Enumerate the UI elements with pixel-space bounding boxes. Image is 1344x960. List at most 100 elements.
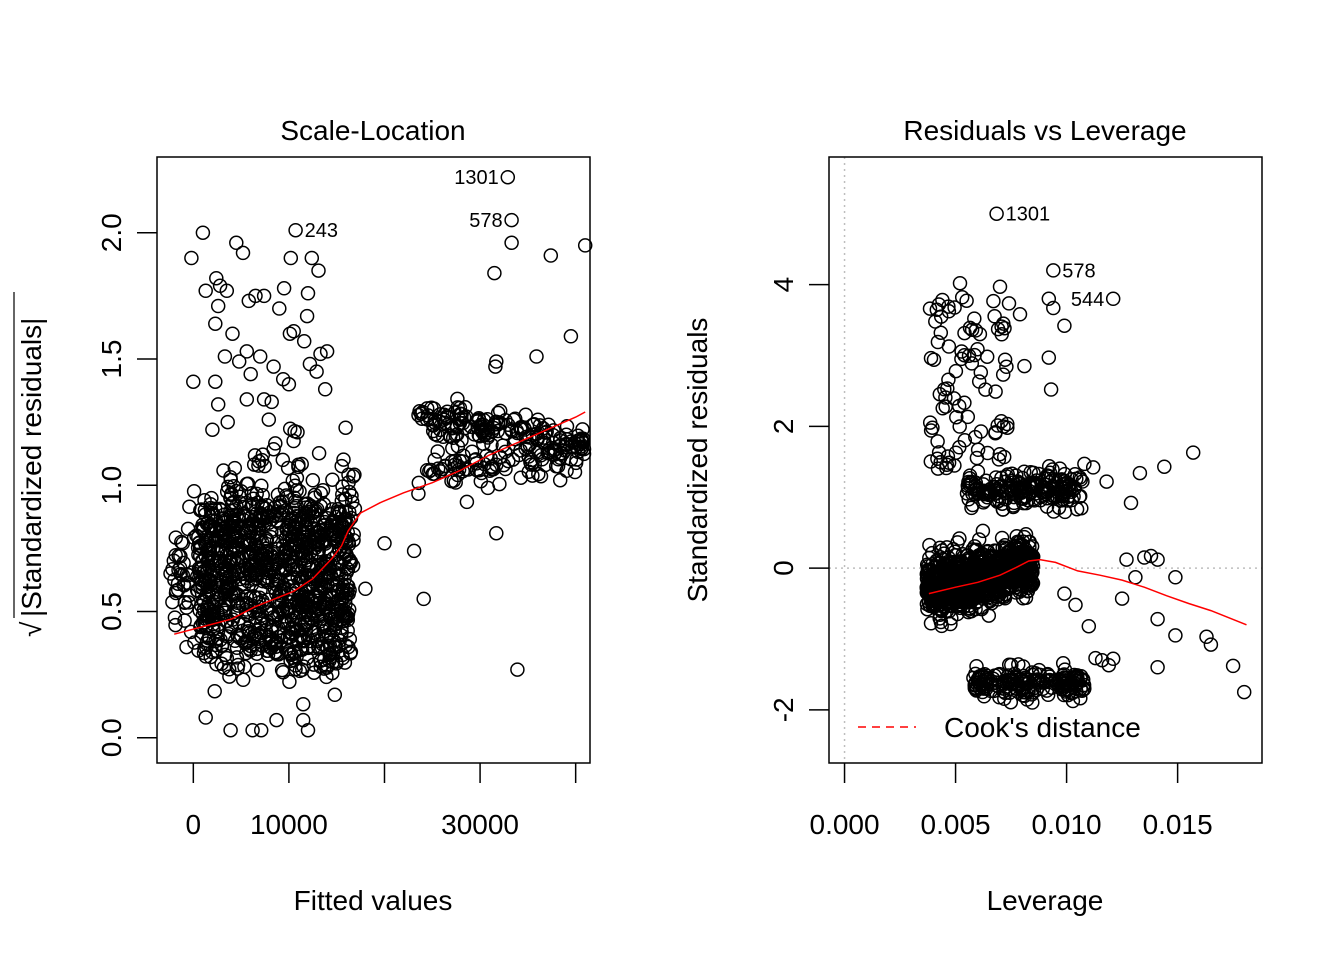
x-tick-label: 30000 xyxy=(441,809,519,840)
data-point xyxy=(317,592,332,608)
data-point xyxy=(1132,465,1148,481)
data-point xyxy=(282,674,297,689)
data-point xyxy=(299,604,314,620)
data-point xyxy=(198,507,213,522)
data-point xyxy=(484,461,499,477)
data-point xyxy=(954,290,970,305)
data-point xyxy=(1114,591,1130,606)
data-point xyxy=(988,384,1003,399)
data-point xyxy=(287,500,303,516)
data-point xyxy=(172,560,188,575)
data-point xyxy=(266,359,281,374)
data-point xyxy=(272,604,287,620)
residuals-vs-leverage-y-label: Standardized residuals xyxy=(682,318,713,603)
data-point xyxy=(1061,678,1077,693)
data-point xyxy=(304,527,319,543)
data-point xyxy=(303,498,319,514)
data-point xyxy=(341,475,356,490)
data-point xyxy=(559,463,574,479)
data-point xyxy=(1128,570,1143,585)
x-tick-label: 0.010 xyxy=(1032,809,1102,840)
data-point xyxy=(514,421,529,436)
data-point xyxy=(205,422,220,437)
data-point xyxy=(176,577,191,593)
data-point xyxy=(1088,650,1103,666)
data-point xyxy=(444,420,460,436)
data-point xyxy=(249,646,265,661)
data-point xyxy=(196,602,212,618)
data-point xyxy=(930,434,945,449)
data-point xyxy=(325,645,341,661)
data-point xyxy=(313,599,328,614)
data-point xyxy=(191,535,207,550)
data-point xyxy=(208,316,223,331)
data-point xyxy=(295,696,311,712)
data-point xyxy=(923,350,939,366)
data-point xyxy=(186,483,202,499)
data-point xyxy=(1055,656,1071,671)
scale-location-annotations: 1301 578 243 xyxy=(305,167,503,242)
residuals-vs-leverage-title: Residuals vs Leverage xyxy=(903,115,1186,146)
data-point xyxy=(979,349,995,364)
data-point xyxy=(487,265,502,281)
data-point xyxy=(264,394,279,410)
data-point xyxy=(928,314,943,329)
data-point xyxy=(1168,570,1183,585)
data-point xyxy=(922,301,938,316)
data-point xyxy=(1007,571,1023,587)
data-point xyxy=(1157,459,1172,474)
data-point xyxy=(255,508,270,524)
data-point xyxy=(923,616,939,631)
data-point xyxy=(1069,501,1085,517)
data-point xyxy=(563,329,579,344)
data-point xyxy=(1042,673,1057,688)
data-point xyxy=(492,476,507,492)
data-point xyxy=(312,522,327,538)
data-point xyxy=(925,420,940,435)
data-point xyxy=(330,501,346,517)
data-point xyxy=(247,572,263,587)
data-point xyxy=(448,475,463,490)
data-point xyxy=(300,524,316,539)
data-point xyxy=(1011,657,1026,672)
data-point xyxy=(540,443,556,459)
data-point xyxy=(490,423,505,439)
data-point xyxy=(210,397,226,412)
y-label-sqrt-symbol: √ xyxy=(16,621,47,637)
data-point xyxy=(186,530,202,546)
data-point xyxy=(248,547,264,562)
annotation-578: 578 xyxy=(469,210,502,232)
data-point xyxy=(1236,684,1252,700)
residuals-vs-leverage-points xyxy=(919,206,1252,710)
data-point xyxy=(489,525,504,541)
data-point xyxy=(568,455,584,471)
data-point xyxy=(318,600,334,616)
data-point xyxy=(1041,291,1057,307)
data-point xyxy=(344,494,360,510)
data-point xyxy=(997,320,1012,336)
legend: Cook's distance xyxy=(858,712,1141,743)
data-point xyxy=(488,359,503,374)
data-point xyxy=(1203,637,1219,652)
data-point xyxy=(959,293,974,308)
data-point xyxy=(932,386,948,402)
data-point xyxy=(251,606,266,621)
data-point xyxy=(939,594,954,609)
data-point xyxy=(296,334,312,349)
data-point xyxy=(210,298,226,314)
data-point xyxy=(1143,548,1159,564)
data-point xyxy=(559,419,575,434)
data-point xyxy=(297,615,312,630)
data-point xyxy=(994,319,1009,334)
data-point xyxy=(1016,668,1032,684)
data-point xyxy=(968,475,984,491)
data-point xyxy=(275,553,290,569)
data-point xyxy=(552,472,568,488)
data-point xyxy=(285,473,301,488)
data-point xyxy=(1006,489,1022,505)
data-point xyxy=(930,451,945,467)
data-point xyxy=(574,432,590,448)
y-tick-label: 4 xyxy=(768,277,799,293)
annotation-243: 243 xyxy=(305,220,338,242)
data-point xyxy=(335,531,351,546)
